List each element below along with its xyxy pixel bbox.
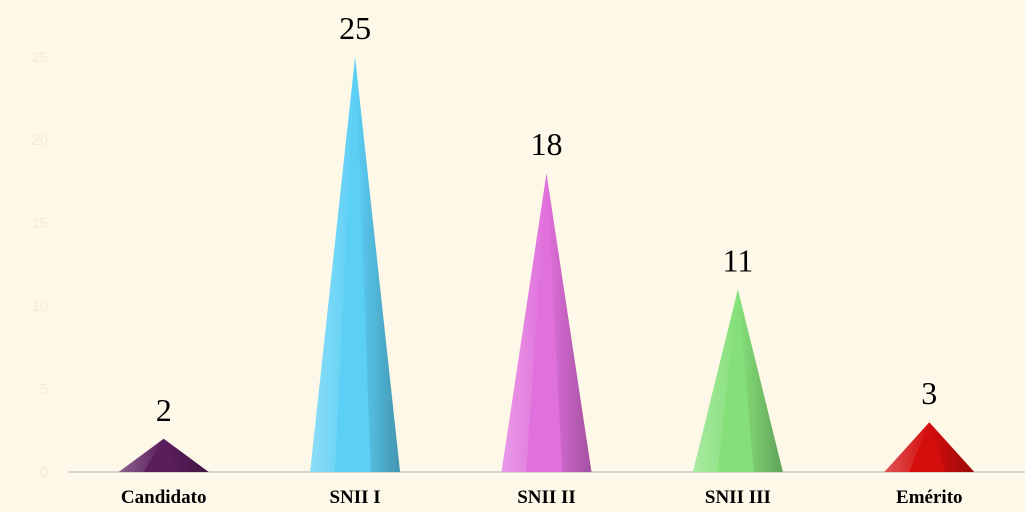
- x-tick-label: SNII II: [517, 487, 576, 508]
- y-tick-label: 10: [31, 298, 48, 315]
- pyramid-snii-i: [310, 57, 401, 472]
- pyramid-series: [118, 57, 975, 472]
- x-tick-label: SNII III: [705, 487, 771, 508]
- pyramid-snii-ii: [501, 173, 592, 472]
- pyramid-highlight: [692, 289, 738, 472]
- y-tick-label: 5: [40, 381, 48, 398]
- pyramid-highlight: [310, 57, 356, 472]
- pyramid-highlight: [884, 422, 930, 472]
- pyramid-highlight: [501, 173, 547, 472]
- data-label: 11: [722, 242, 753, 278]
- y-axis: 0 5 10 15 20 25: [31, 49, 48, 481]
- category-labels: Candidato SNII I SNII II SNII III Emérito: [121, 487, 963, 508]
- y-tick-label: 20: [31, 132, 48, 149]
- x-tick-label: Candidato: [121, 487, 207, 508]
- data-label: 3: [921, 375, 937, 411]
- y-tick-label: 15: [31, 215, 48, 232]
- pyramid-shade: [929, 422, 975, 472]
- data-label: 25: [339, 10, 371, 46]
- data-labels: 2 25 18 11 3: [156, 10, 938, 428]
- data-label: 18: [531, 126, 563, 162]
- pyramid-shade: [737, 289, 783, 472]
- x-tick-label: SNII I: [329, 487, 380, 508]
- pyramid-shade: [163, 438, 209, 472]
- pyramid-shade: [355, 57, 401, 472]
- y-tick-label: 0: [40, 464, 48, 481]
- x-tick-label: Emérito: [896, 487, 962, 508]
- y-tick-label: 25: [31, 49, 48, 66]
- pyramid-snii-iii: [692, 289, 783, 472]
- pyramid-candidato: [118, 438, 209, 472]
- pyramid-highlight: [118, 438, 164, 472]
- pyramid-emerito: [884, 422, 975, 472]
- data-label: 2: [156, 392, 172, 428]
- pyramid-shade: [546, 173, 592, 472]
